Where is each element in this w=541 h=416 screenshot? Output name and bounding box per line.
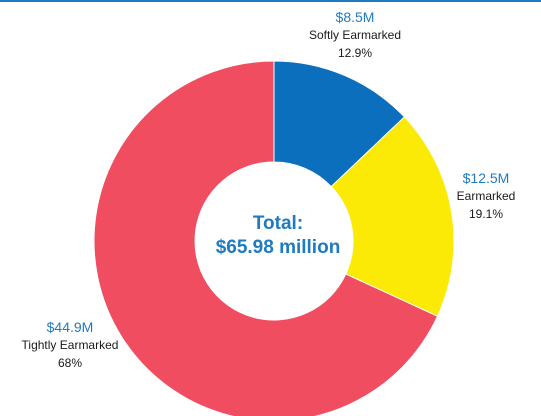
total-amount: $65.98 million bbox=[215, 237, 341, 258]
earmarked-name-label: Earmarked bbox=[457, 189, 516, 203]
slice-softly-earmarked bbox=[273, 60, 406, 188]
earmarked-percent-label: 19.1% bbox=[469, 207, 503, 221]
slice-tightly-earmarked bbox=[93, 60, 439, 416]
tightly-earmarked-percent-label: 68% bbox=[58, 356, 82, 370]
softly-earmarked-value-label: $8.5M bbox=[336, 9, 375, 25]
softly-earmarked-name-label: Softly Earmarked bbox=[309, 28, 401, 42]
top-accent-rule bbox=[0, 0, 541, 2]
softly-earmarked-percent-label: 12.9% bbox=[338, 46, 372, 60]
earmarked-value-label: $12.5M bbox=[463, 170, 510, 186]
tightly-earmarked-value-label: $44.9M bbox=[47, 319, 94, 335]
donut-center-total: Total: $65.98 million bbox=[178, 212, 378, 260]
total-heading: Total: bbox=[252, 213, 304, 234]
slice-earmarked bbox=[330, 116, 455, 317]
tightly-earmarked-name-label: Tightly Earmarked bbox=[22, 338, 119, 352]
